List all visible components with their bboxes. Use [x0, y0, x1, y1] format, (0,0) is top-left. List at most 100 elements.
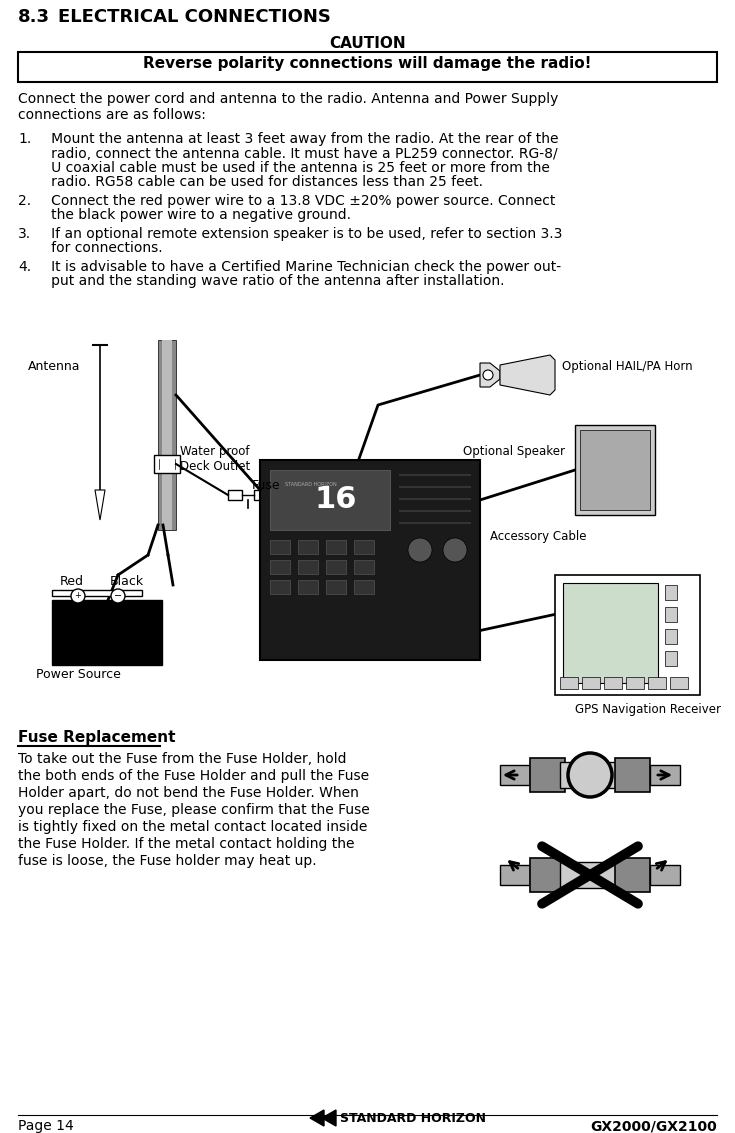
- Text: CAUTION: CAUTION: [329, 36, 406, 51]
- Text: Fuse Replacement: Fuse Replacement: [18, 730, 176, 746]
- Bar: [648, 678, 666, 689]
- Bar: [270, 560, 290, 574]
- Circle shape: [483, 370, 493, 380]
- Bar: [154, 455, 180, 472]
- Text: the both ends of the Fuse Holder and pull the Fuse: the both ends of the Fuse Holder and pul…: [18, 769, 369, 783]
- Text: −: −: [114, 591, 122, 600]
- Bar: [298, 540, 318, 554]
- Polygon shape: [322, 1110, 336, 1126]
- Bar: [52, 600, 162, 665]
- Bar: [665, 607, 677, 622]
- Bar: [650, 864, 680, 885]
- Circle shape: [111, 589, 125, 603]
- Text: for connections.: for connections.: [38, 241, 162, 256]
- Text: STANDARD HORIZON: STANDARD HORIZON: [285, 482, 337, 487]
- Circle shape: [71, 589, 85, 603]
- Bar: [158, 340, 176, 530]
- Text: Holder apart, do not bend the Fuse Holder. When: Holder apart, do not bend the Fuse Holde…: [18, 786, 359, 800]
- Text: ELECTRICAL CONNECTIONS: ELECTRICAL CONNECTIONS: [58, 8, 331, 26]
- Bar: [500, 864, 530, 885]
- Text: GPS Navigation Receiver: GPS Navigation Receiver: [575, 702, 721, 716]
- Bar: [563, 583, 658, 683]
- Bar: [530, 758, 565, 792]
- Bar: [354, 540, 374, 554]
- Text: 8.3: 8.3: [18, 8, 50, 26]
- Text: Connect the red power wire to a 13.8 VDC ±20% power source. Connect: Connect the red power wire to a 13.8 VDC…: [38, 194, 556, 208]
- Text: 4.: 4.: [18, 259, 31, 274]
- Bar: [354, 580, 374, 594]
- Text: 3.: 3.: [18, 227, 31, 241]
- Text: put and the standing wave ratio of the antenna after installation.: put and the standing wave ratio of the a…: [38, 274, 504, 289]
- Text: you replace the Fuse, please confirm that the Fuse: you replace the Fuse, please confirm tha…: [18, 803, 370, 817]
- Circle shape: [568, 753, 612, 796]
- Text: Optional Speaker: Optional Speaker: [463, 445, 565, 458]
- Bar: [580, 431, 650, 510]
- Text: Red: Red: [60, 576, 84, 588]
- Text: Mount the antenna at least 3 feet away from the radio. At the rear of the: Mount the antenna at least 3 feet away f…: [38, 133, 559, 146]
- Bar: [604, 678, 622, 689]
- Circle shape: [408, 538, 432, 562]
- Bar: [270, 470, 390, 530]
- Bar: [298, 580, 318, 594]
- Text: Black: Black: [110, 576, 144, 588]
- Bar: [228, 489, 242, 500]
- Bar: [665, 651, 677, 666]
- Bar: [560, 862, 620, 888]
- Text: fuse is loose, the Fuse holder may heat up.: fuse is loose, the Fuse holder may heat …: [18, 854, 317, 868]
- Bar: [326, 540, 346, 554]
- Text: Water proof
Deck Outlet: Water proof Deck Outlet: [180, 445, 250, 472]
- Bar: [326, 580, 346, 594]
- Text: radio, connect the antenna cable. It must have a PL259 connector. RG-8/: radio, connect the antenna cable. It mus…: [38, 146, 558, 161]
- Text: radio. RG58 cable can be used for distances less than 25 feet.: radio. RG58 cable can be used for distan…: [38, 176, 483, 189]
- Text: Power Source: Power Source: [35, 668, 121, 681]
- Text: Accessory Cable: Accessory Cable: [490, 530, 587, 543]
- Text: Optional HAIL/PA Horn: Optional HAIL/PA Horn: [562, 360, 692, 373]
- Bar: [500, 765, 530, 785]
- Text: To take out the Fuse from the Fuse Holder, hold: To take out the Fuse from the Fuse Holde…: [18, 752, 346, 766]
- Bar: [560, 678, 578, 689]
- Polygon shape: [95, 489, 105, 520]
- Bar: [52, 590, 142, 596]
- Bar: [670, 678, 688, 689]
- Bar: [354, 560, 374, 574]
- Text: Fuse: Fuse: [252, 479, 281, 492]
- Bar: [626, 678, 644, 689]
- Bar: [530, 858, 565, 892]
- Text: Connect the power cord and antenna to the radio. Antenna and Power Supply: Connect the power cord and antenna to th…: [18, 92, 559, 107]
- Circle shape: [443, 538, 467, 562]
- Text: 2.: 2.: [18, 194, 31, 208]
- Text: Antenna: Antenna: [28, 360, 81, 373]
- Bar: [254, 489, 268, 500]
- Bar: [260, 460, 480, 661]
- Bar: [270, 540, 290, 554]
- Bar: [582, 678, 600, 689]
- Text: 1.: 1.: [18, 133, 32, 146]
- Polygon shape: [310, 1110, 324, 1126]
- Text: is tightly fixed on the metal contact located inside: is tightly fixed on the metal contact lo…: [18, 820, 367, 834]
- Bar: [326, 560, 346, 574]
- Bar: [615, 758, 650, 792]
- Bar: [298, 560, 318, 574]
- Polygon shape: [480, 363, 500, 387]
- Bar: [18, 52, 717, 82]
- Text: It is advisable to have a Certified Marine Technician check the power out-: It is advisable to have a Certified Mari…: [38, 259, 561, 274]
- Bar: [615, 858, 650, 892]
- Bar: [555, 576, 700, 695]
- Text: +: +: [74, 591, 82, 600]
- Bar: [650, 765, 680, 785]
- Bar: [560, 763, 620, 787]
- Polygon shape: [500, 355, 555, 395]
- Bar: [575, 425, 655, 516]
- Text: Reverse polarity connections will damage the radio!: Reverse polarity connections will damage…: [143, 56, 592, 71]
- Text: the Fuse Holder. If the metal contact holding the: the Fuse Holder. If the metal contact ho…: [18, 837, 354, 851]
- Bar: [162, 340, 172, 530]
- Text: Page 14: Page 14: [18, 1119, 74, 1133]
- Bar: [665, 629, 677, 644]
- Text: the black power wire to a negative ground.: the black power wire to a negative groun…: [38, 208, 351, 222]
- Text: U coaxial cable must be used if the antenna is 25 feet or more from the: U coaxial cable must be used if the ante…: [38, 161, 550, 174]
- Bar: [270, 580, 290, 594]
- Bar: [665, 585, 677, 600]
- Text: connections are as follows:: connections are as follows:: [18, 108, 206, 122]
- Text: 16: 16: [315, 486, 357, 514]
- Text: GX2000/GX2100: GX2000/GX2100: [590, 1119, 717, 1133]
